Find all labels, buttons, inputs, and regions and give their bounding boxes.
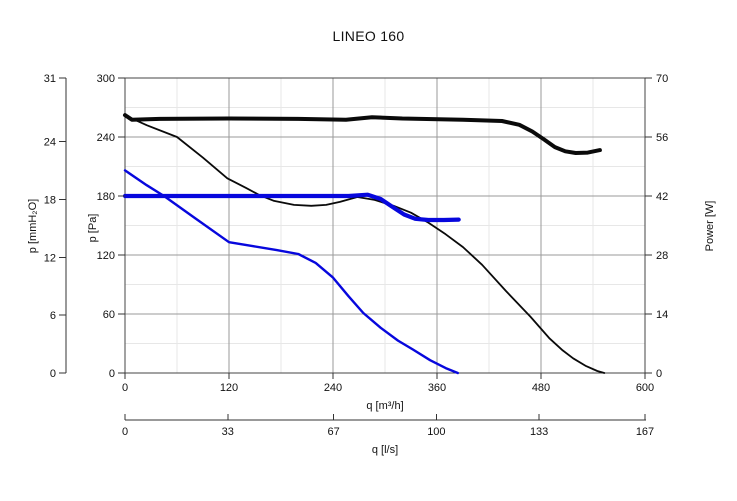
tick-label-ls: 133	[530, 426, 548, 438]
tick-label-m3h: 600	[636, 382, 654, 394]
chart-title: LINEO 160	[332, 28, 405, 44]
tick-label-pa: 120	[97, 250, 115, 262]
tick-label-m3h: 120	[220, 382, 238, 394]
axis-title-pa: p [Pa]	[87, 214, 99, 243]
axis-power: 0 14 28 42 56 70 Power [W]	[645, 73, 716, 380]
axis-q-ls: 0 33 67 100 133 167 q [l/s]	[122, 414, 654, 456]
tick-label-m3h: 480	[532, 382, 550, 394]
power-curve-blue	[122, 192, 461, 223]
axis-p-mmh2o: 0 6 12 18 24 31 p [mmH₂O]	[27, 73, 67, 380]
tick-label-power: 56	[656, 132, 668, 144]
axis-q-m3h: 0 120 240 360 480 600 q [m³/h]	[122, 373, 654, 412]
tick-label-ls: 0	[122, 426, 128, 438]
axis-title-m3h: q [m³/h]	[366, 400, 403, 412]
tick-label-mmh2o: 18	[44, 194, 56, 206]
axis-title-ls: q [l/s]	[372, 444, 398, 456]
tick-label-ls: 67	[327, 426, 339, 438]
tick-label-mmh2o: 12	[44, 252, 56, 264]
power-curve-black	[123, 113, 602, 155]
tick-label-ls: 33	[222, 426, 234, 438]
tick-label-pa: 240	[97, 132, 115, 144]
tick-label-mmh2o: 24	[44, 137, 56, 149]
tick-label-mmh2o: 0	[50, 368, 56, 380]
tick-label-m3h: 360	[428, 382, 446, 394]
tick-label-pa: 0	[109, 368, 115, 380]
tick-label-mmh2o: 31	[44, 73, 56, 85]
curves	[122, 113, 606, 375]
major-gridlines	[125, 78, 645, 373]
plot-frame	[124, 77, 646, 374]
pressure-curve-black	[124, 114, 606, 374]
minor-gridlines	[125, 78, 645, 373]
tick-label-power: 28	[656, 250, 668, 262]
tick-label-ls: 100	[427, 426, 445, 438]
tick-label-power: 14	[656, 309, 668, 321]
tick-label-ls: 167	[636, 426, 654, 438]
tick-label-power: 42	[656, 191, 668, 203]
tick-label-mmh2o: 6	[50, 310, 56, 322]
tick-label-power: 70	[656, 73, 668, 85]
tick-label-pa: 60	[103, 309, 115, 321]
axis-p-pa: 0 60 120 180 240 300 p [Pa]	[87, 73, 125, 380]
tick-label-pa: 180	[97, 191, 115, 203]
pressure-curve-blue	[123, 169, 459, 375]
axis-title-power: Power [W]	[704, 201, 716, 252]
tick-label-m3h: 0	[122, 382, 128, 394]
tick-label-power: 0	[656, 368, 662, 380]
tick-label-m3h: 240	[324, 382, 342, 394]
tick-label-pa: 300	[97, 73, 115, 85]
axis-title-mmh2o: p [mmH₂O]	[27, 199, 39, 253]
